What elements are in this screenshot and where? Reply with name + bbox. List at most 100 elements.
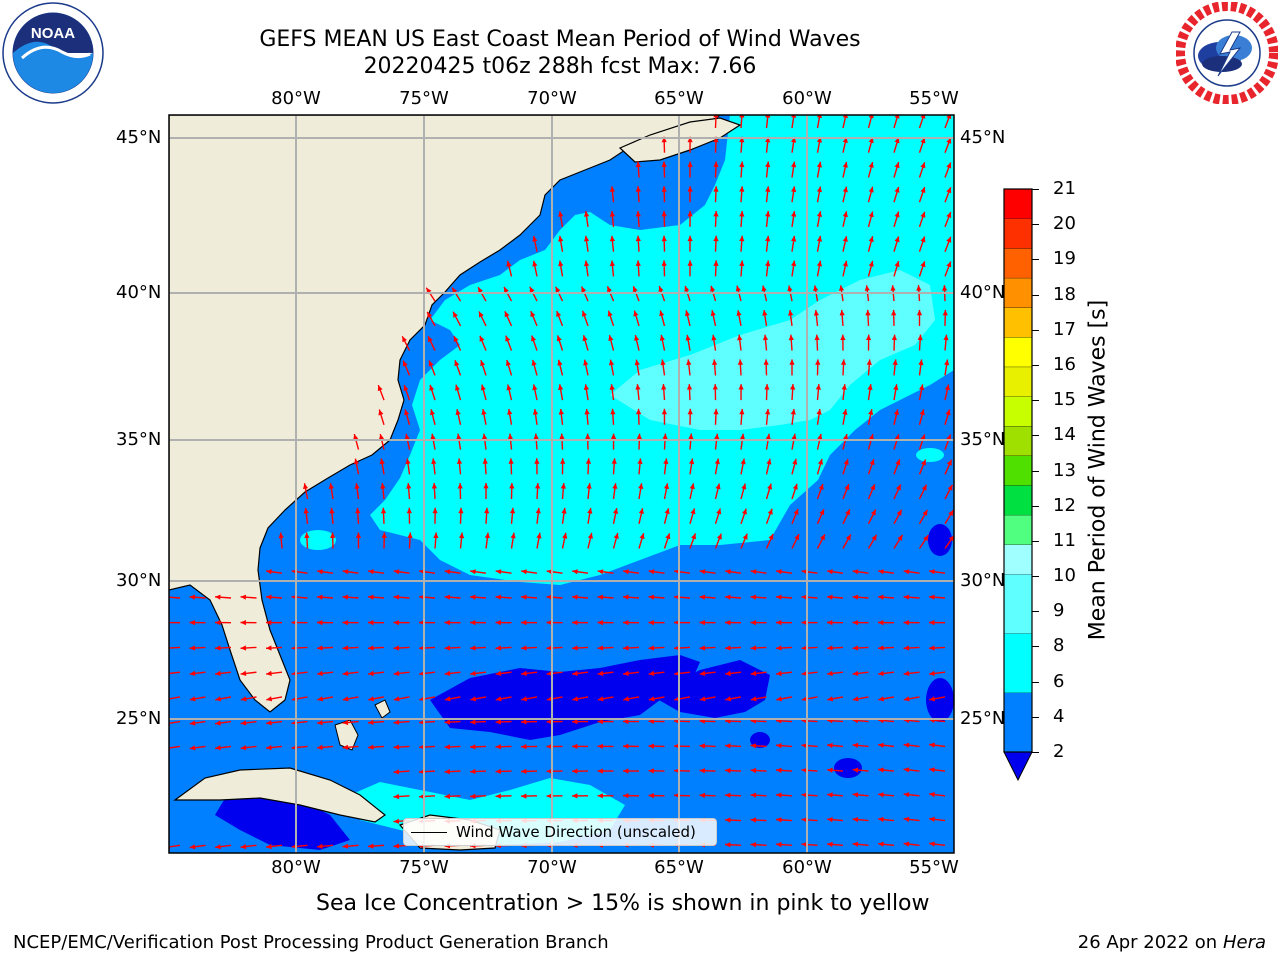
wind-arrow-head	[444, 569, 451, 575]
wind-arrow-head	[762, 334, 769, 341]
wind-arrow-head	[613, 508, 619, 514]
wind-arrow-head	[750, 767, 757, 774]
wind-arrow-head	[813, 285, 819, 292]
colorbar-band	[1004, 277, 1032, 308]
wind-arrow-head	[587, 532, 593, 539]
wind-arrow-head	[623, 743, 629, 749]
map-subtitle: 20220425 t06z 288h fcst Max: 7.66	[363, 54, 757, 79]
wind-arrow-head	[613, 533, 619, 539]
land-cuba	[173, 767, 387, 823]
wind-arrow-head	[923, 535, 929, 542]
wind-arrow-head	[532, 260, 538, 267]
wind-arrow-head	[597, 594, 604, 600]
wind-arrow-head	[559, 433, 565, 440]
wind-arrow-head	[929, 620, 935, 626]
wind-arrow-head	[929, 569, 935, 575]
wind-arrow-head	[562, 532, 568, 539]
wind-arrow-head	[495, 793, 501, 799]
wind-arrow	[765, 115, 769, 129]
wind-arrow-head	[495, 696, 502, 702]
wind-arrow-head	[278, 532, 284, 539]
wind-arrow-head	[470, 569, 476, 575]
wind-arrow-head	[852, 817, 859, 823]
wind-arrow-head	[791, 186, 797, 193]
lon-label-top: 75°W	[399, 88, 449, 109]
wind-arrow-head	[368, 719, 374, 725]
wind-arrow-head	[317, 569, 323, 575]
colorbar-tick-label: 12	[1053, 494, 1076, 516]
wind-arrow-head	[330, 532, 336, 538]
colorbar-tick	[1032, 752, 1039, 753]
footer-date: 26 Apr 2022 on Hera	[1078, 932, 1266, 954]
wind-arrow-head	[266, 745, 272, 751]
wind-arrow-head	[817, 433, 823, 440]
wind-arrow-head	[215, 594, 221, 600]
colorbar-title: Mean Period of Wind Waves [s]	[1085, 299, 1111, 641]
wind-arrow-head	[484, 507, 490, 514]
colorbar-tick-label: 2	[1053, 741, 1065, 762]
wind-arrow-head	[788, 334, 794, 341]
wind-arrow-head	[507, 433, 513, 440]
wind-arrow-head	[903, 767, 910, 773]
wind-arrow-head	[266, 594, 272, 600]
wind-arrow-head	[725, 620, 731, 626]
lat-label-left: 30°N	[116, 570, 162, 591]
wind-arrow-head	[929, 696, 936, 702]
wind-arrow-head	[393, 594, 400, 600]
wind-arrow-head	[776, 670, 782, 676]
land-bahamas	[374, 699, 391, 719]
lat-label-right: 40°N	[960, 282, 1006, 303]
wind-arrow	[169, 720, 181, 724]
wind-arrow-head	[556, 335, 562, 342]
wind-arrow-head	[845, 534, 851, 541]
wind-arrow-head	[714, 433, 720, 440]
wind-arrow-head	[878, 742, 884, 748]
wind-arrow-head	[842, 236, 848, 242]
wind-arrow-head	[713, 136, 719, 143]
wind-arrow-head	[767, 508, 773, 515]
wind-arrow-head	[215, 844, 221, 850]
wind-arrow-head	[393, 719, 400, 725]
wind-arrow-head	[427, 311, 433, 318]
lat-label-right: 35°N	[960, 429, 1006, 450]
wind-arrow-head	[776, 743, 782, 749]
wind-arrow-head	[852, 594, 859, 600]
wind-arrow-head	[686, 359, 692, 366]
lat-label-left: 45°N	[116, 127, 162, 148]
wind-arrow-head	[943, 334, 949, 341]
legend-label: Wind Wave Direction (unscaled)	[456, 823, 696, 841]
wind-arrow-head	[648, 696, 655, 702]
wind-arrow-head	[713, 260, 719, 266]
wind-arrow-head	[942, 309, 948, 316]
wind-arrow-head	[689, 458, 695, 465]
wind-arrow-head	[920, 162, 926, 169]
wind-arrow-head	[816, 409, 822, 415]
wind-arrow-head	[660, 359, 666, 366]
colorbar-tick	[1032, 189, 1039, 190]
wind-arrow-head	[710, 310, 716, 317]
wind-arrow-head	[699, 620, 705, 626]
wind-arrow-head	[342, 569, 349, 575]
wind-arrow-head	[816, 211, 822, 217]
wind-arrow-head	[920, 187, 926, 193]
wind-arrow-head	[529, 286, 535, 293]
wind-arrow-head	[572, 696, 579, 702]
wind-arrow-head	[790, 408, 796, 415]
wind-arrow-head	[842, 115, 848, 119]
wind-arrow-head	[240, 844, 247, 850]
wind-arrow-head	[725, 817, 731, 823]
wind-arrow-head	[750, 594, 757, 600]
colorbar-band	[1004, 426, 1032, 456]
wind-arrow-head	[355, 532, 362, 538]
wind-arrow-head	[402, 336, 407, 343]
wind-arrow-head	[893, 384, 899, 391]
wind-arrow-head	[838, 285, 845, 291]
colorbar-tick-label: 19	[1053, 248, 1076, 270]
wind-arrow-head	[510, 532, 516, 539]
wind-arrow-head	[712, 359, 718, 365]
wind-arrow-head	[648, 670, 655, 676]
wind-arrow-head	[504, 311, 510, 318]
wind-arrow-head	[393, 843, 400, 849]
legend-line-icon	[411, 832, 447, 833]
wind-arrow-head	[766, 458, 772, 465]
